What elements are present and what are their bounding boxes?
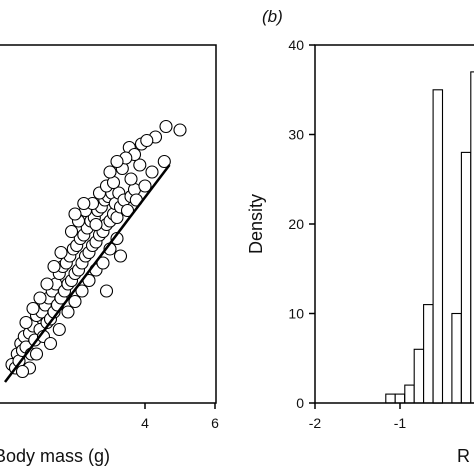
- scatter-point: [61, 305, 75, 319]
- scatter-point: [33, 291, 47, 305]
- scatter-point: [159, 119, 173, 134]
- x-tick-label-b: -1: [394, 415, 407, 431]
- histogram-bar: [404, 384, 415, 404]
- scatter-point: [103, 165, 117, 179]
- scatter-point: [173, 123, 187, 137]
- x-tick-label-a: 4: [141, 415, 149, 431]
- x-axis-ticks-b: -2 -1: [309, 403, 407, 431]
- scatter-points: [5, 119, 187, 379]
- scatter-point: [99, 284, 114, 298]
- scatter-point: [75, 284, 89, 298]
- y-axis-ticks-b: 0 10 20 30 40: [288, 37, 315, 411]
- regression-line: [4, 164, 171, 383]
- scatter-point: [110, 154, 124, 169]
- x-axis-title-a: Body mass (g): [0, 446, 110, 466]
- panel-b-frame: [314, 44, 474, 404]
- scatter-point: [113, 249, 128, 263]
- x-axis-title-b: R: [457, 446, 470, 466]
- scatter-point: [138, 179, 152, 193]
- scatter-point: [64, 224, 79, 239]
- scatter-point: [52, 322, 66, 337]
- y-axis-title-b: Density: [246, 194, 266, 254]
- scatter-point: [19, 315, 33, 330]
- scatter-point: [140, 133, 154, 148]
- panel-label-b: (b): [262, 7, 283, 26]
- scatter-point: [40, 277, 54, 291]
- scatter-point: [89, 217, 103, 232]
- x-tick-label-b: -2: [309, 415, 322, 431]
- histogram-bar: [394, 393, 406, 404]
- y-tick-label-b: 10: [288, 306, 304, 322]
- histogram-bar: [432, 89, 444, 404]
- histogram-bar: [413, 348, 425, 404]
- histogram-bar: [385, 393, 396, 404]
- scatter-point: [77, 196, 91, 211]
- scatter-point: [54, 245, 68, 260]
- histogram-bar: [423, 304, 434, 404]
- scatter-point: [43, 336, 58, 351]
- scatter-point: [68, 294, 82, 309]
- y-tick-label-b: 30: [288, 127, 304, 143]
- x-tick-label-a: 6: [211, 415, 219, 431]
- scatter-point: [26, 301, 40, 316]
- y-tick-label-b: 20: [288, 216, 304, 232]
- scatter-point: [145, 165, 159, 179]
- scatter-point: [124, 172, 138, 186]
- panel-a-frame: [0, 44, 217, 404]
- scatter-point: [29, 347, 44, 361]
- scatter-point: [47, 259, 61, 274]
- histogram-bar: [470, 71, 474, 404]
- histogram-bar: [451, 312, 462, 404]
- histogram-bars: [385, 71, 474, 404]
- y-tick-label-b: 0: [296, 395, 304, 411]
- histogram-bar: [460, 151, 472, 404]
- y-tick-label-b: 40: [288, 37, 304, 53]
- scatter-point: [68, 207, 82, 221]
- scatter-point: [96, 256, 110, 270]
- scatter-point: [15, 364, 30, 379]
- histogram-panel-b: (b) -2 -1 0 10 20 30 40 Density R: [246, 7, 474, 466]
- scatter-point: [157, 154, 171, 169]
- scatter-point: [133, 158, 147, 172]
